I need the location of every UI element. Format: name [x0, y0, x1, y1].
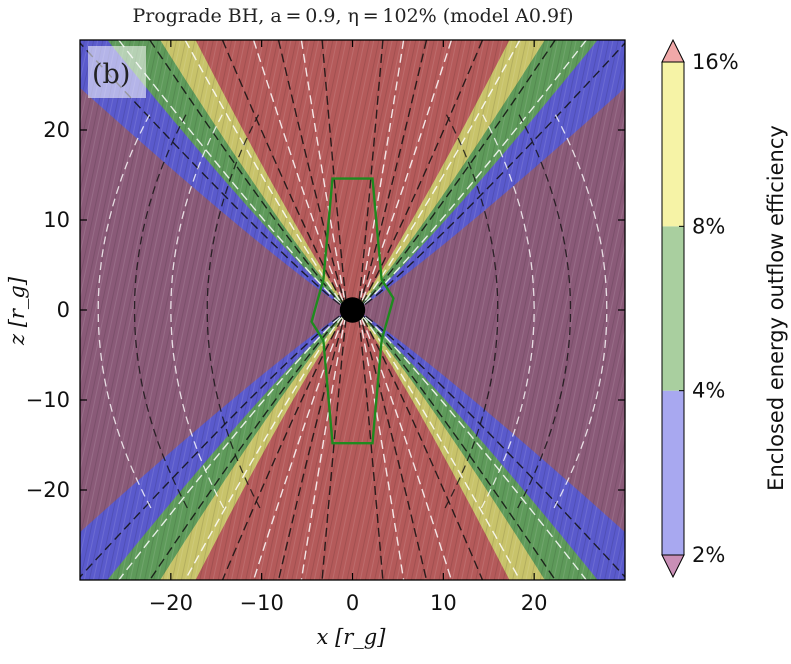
- field-line: [170, 111, 225, 509]
- y-tick-label: 0: [57, 298, 70, 322]
- green-contour: [310, 177, 395, 445]
- field-line: [206, 111, 261, 509]
- field-line: [444, 111, 499, 509]
- field-line: [480, 111, 535, 509]
- x-tick-label: 10: [430, 591, 457, 615]
- y-tick-label: −10: [26, 388, 70, 412]
- colorbar: 16% 8% 4% 2%: [661, 38, 739, 579]
- colorbar-tick-label: 16%: [692, 50, 739, 74]
- panel-label-box: (b): [88, 46, 146, 98]
- field-line: [149, 40, 349, 580]
- y-tick-label: −20: [26, 478, 70, 502]
- colorbar-band: [662, 390, 684, 555]
- x-tick-label: −20: [149, 591, 193, 615]
- y-tick-label: 10: [43, 208, 70, 232]
- colorbar-extend-high: [661, 38, 685, 63]
- x-tick-label: −10: [240, 591, 284, 615]
- x-tick-label: 20: [521, 591, 548, 615]
- chart-title: Prograde BH, a = 0.9, η = 102% (model A0…: [132, 5, 573, 27]
- colorbar-tick-label: 2%: [692, 543, 725, 567]
- colorbar-tick-label: 4%: [692, 379, 725, 403]
- x-ticks: −20 −10 0 10 20: [149, 40, 548, 615]
- x-tick-label: 0: [346, 591, 359, 615]
- x-axis-label: x [r_g]: [317, 625, 387, 649]
- field-line: [553, 111, 608, 509]
- field-line: [357, 40, 428, 580]
- colorbar-frame: [661, 61, 685, 556]
- y-ticks: −20 −10 0 10 20: [26, 118, 625, 502]
- panel-label: (b): [92, 59, 130, 90]
- plot-area: [80, 40, 625, 580]
- field-line: [133, 111, 188, 509]
- field-line: [356, 40, 556, 580]
- colorbar-label: Enclosed energy outflow efficiency: [764, 125, 788, 491]
- y-axis-label: z [r_g]: [5, 276, 29, 346]
- colorbar-extend-low: [661, 554, 685, 579]
- field-line: [277, 40, 348, 580]
- colorbar-band: [662, 62, 684, 227]
- field-line: [517, 111, 572, 509]
- field-line: [97, 111, 152, 509]
- y-tick-label: 20: [43, 118, 70, 142]
- black-hole-circle: [339, 297, 366, 323]
- colorbar-tick-label: 8%: [692, 214, 725, 238]
- colorbar-band: [662, 226, 684, 391]
